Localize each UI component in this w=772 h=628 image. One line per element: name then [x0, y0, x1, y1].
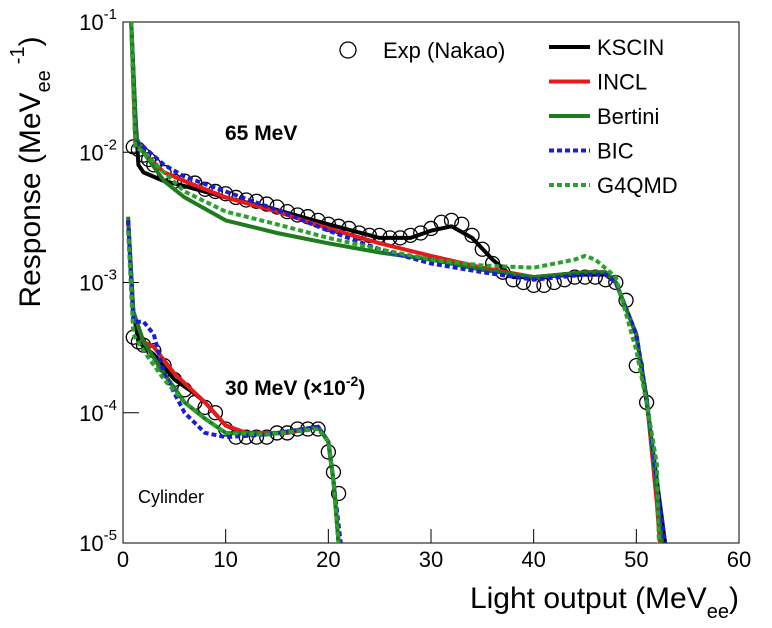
y-tick-label: 10-5: [79, 527, 117, 556]
data-point: [248, 429, 265, 445]
annotation-sup: -2: [346, 373, 359, 389]
y-tick-exponent: -2: [104, 136, 117, 153]
y-tick-base: 10: [79, 140, 103, 165]
legend-label: Exp (Nakao): [383, 38, 505, 63]
y-label-sup: -1: [7, 46, 29, 64]
legend-label: KSCIN: [597, 35, 664, 60]
plot-area: [125, 22, 668, 543]
annotation: Cylinder: [138, 487, 204, 507]
x-label-text: Light output (MeV: [470, 582, 707, 615]
x-tick-label: 40: [521, 547, 545, 572]
y-label-sub: ee: [33, 70, 55, 92]
group-annotation: 30 MeV (×10-2): [225, 373, 365, 400]
legend-label: Bertini: [597, 104, 659, 129]
data-point: [259, 429, 275, 445]
data-point: [330, 485, 347, 502]
annotation-end: ): [358, 377, 365, 400]
data-point: [207, 405, 224, 421]
x-label-sub: ee: [707, 601, 729, 623]
y-label-end: ): [14, 36, 47, 46]
y-tick-label: 10-3: [79, 267, 117, 296]
x-tick-label: 50: [624, 547, 648, 572]
annotation-text: 65 MeV: [225, 122, 297, 145]
y-tick-exponent: -5: [104, 527, 117, 544]
legend-label: BIC: [597, 139, 634, 164]
data-point: [474, 241, 490, 257]
y-tick-label: 10-2: [79, 136, 117, 165]
y-tick-exponent: -4: [104, 397, 117, 414]
y-tick-base: 10: [79, 401, 103, 426]
y-tick-exponent: -1: [104, 6, 117, 23]
legend-label: INCL: [597, 70, 647, 95]
plot-frame: [122, 21, 740, 544]
series-line: [129, 22, 668, 543]
y-tick-label: 10-1: [79, 6, 117, 35]
series-line: [129, 22, 664, 543]
y-tick-base: 10: [79, 531, 103, 556]
x-label-end: ): [729, 582, 739, 615]
x-tick-label: 10: [213, 547, 237, 572]
series-line: [126, 220, 343, 543]
legend-label: G4QMD: [597, 173, 678, 198]
data-point: [587, 269, 603, 285]
series-line: [126, 230, 341, 543]
x-axis-label: Light output (MeVee): [470, 582, 739, 623]
y-tick-exponent: -3: [104, 267, 117, 284]
y-tick-label: 10-4: [79, 397, 117, 426]
x-tick-label: 0: [117, 547, 129, 572]
group-annotation: 65 MeV: [225, 122, 297, 145]
series-line: [129, 22, 668, 543]
data-point: [577, 269, 593, 285]
y-tick-base: 10: [79, 10, 103, 35]
x-tick-label: 60: [727, 547, 751, 572]
y-tick-base: 10: [79, 271, 103, 296]
x-tick-label: 30: [419, 547, 443, 572]
annotation-text: 30 MeV (×10: [225, 377, 346, 400]
legend-marker: [339, 41, 357, 59]
x-tick-label: 20: [316, 547, 340, 572]
series-line: [129, 22, 661, 543]
y-axis-label: Response (MeVee-1): [7, 36, 55, 307]
y-label-text: Response (MeV: [14, 92, 47, 307]
